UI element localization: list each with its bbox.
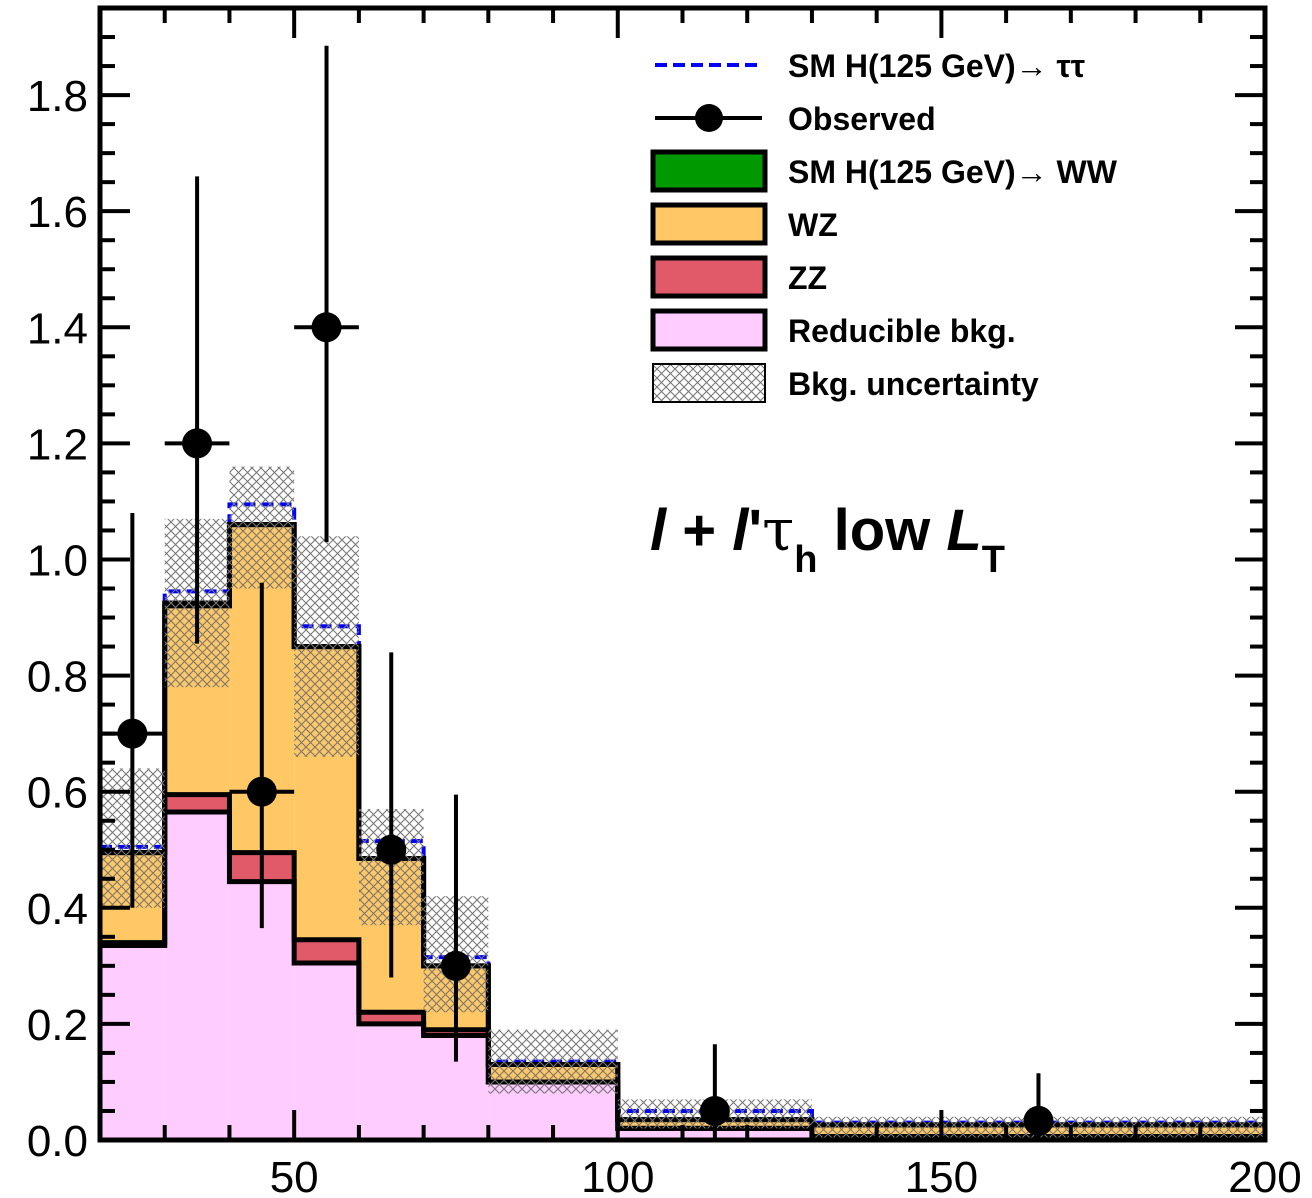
xtick-label: 150 (905, 1153, 978, 1198)
legend-hatch-box (652, 363, 766, 403)
uncertainty-2 (229, 466, 295, 589)
legend-label-0: SM H(125 GeV)→ ττ (788, 48, 1085, 84)
obs-point-6 (699, 1095, 730, 1126)
bar-0-3 (294, 962, 359, 1140)
ytick-label: 0.6 (27, 769, 88, 818)
bar-0-1 (164, 812, 230, 1140)
uncertainty-3 (294, 536, 359, 757)
legend-label-1: Observed (788, 101, 936, 137)
bar-1-4 (358, 1012, 424, 1024)
stack-outline-1 (100, 792, 1265, 1140)
obs-point-5 (440, 950, 471, 981)
bar-1-3 (294, 939, 359, 963)
channel-label: l + l'τh low LT (650, 496, 1005, 581)
ytick-label: 0.0 (27, 1117, 88, 1166)
legend-label-5: Reducible bkg. (788, 313, 1016, 349)
ytick-label: 1.0 (27, 536, 88, 585)
obs-point-0 (117, 718, 148, 749)
legend: SM H(125 GeV)→ ττ Observed SM H(125 GeV)→ … (650, 48, 1118, 403)
ytick-label: 1.4 (27, 304, 88, 353)
obs-point-1 (182, 428, 213, 459)
xtick-label: 200 (1228, 1153, 1301, 1198)
ytick-label: 0.8 (27, 653, 88, 702)
obs-point-7 (1023, 1105, 1054, 1136)
ytick-label: 1.8 (27, 72, 88, 121)
legend-label-3: WZ (788, 207, 838, 243)
legend-box-3 (650, 202, 768, 246)
legend-label-4: ZZ (788, 260, 827, 296)
obs-point-3 (311, 312, 342, 343)
bar-0-0 (100, 945, 165, 1140)
obs-point-4 (376, 834, 407, 865)
stacked-bars (100, 524, 1265, 1140)
bar-0-4 (358, 1023, 424, 1140)
legend-box-2 (650, 149, 768, 193)
xtick-label: 50 (270, 1153, 319, 1198)
legend-box-4 (650, 255, 768, 299)
ytick-label: 1.6 (27, 188, 88, 237)
ytick-label: 0.4 (27, 885, 88, 934)
axis-ticks: 0.0 0.2 0.4 0.6 0.8 1.0 1.2 1.4 1.6 1.8 50 100 150 20… (27, 8, 1302, 1198)
legend-label-6: Bkg. uncertainty (788, 366, 1039, 402)
obs-point-2 (246, 776, 277, 807)
bar-1-1 (164, 794, 230, 813)
xtick-label: 100 (581, 1153, 654, 1198)
legend-marker-dot (695, 104, 723, 132)
ytick-label: 1.2 (27, 420, 88, 469)
legend-box-5 (650, 308, 768, 352)
legend-label-2: SM H(125 GeV)→ WW (788, 154, 1118, 190)
uncertainty-6 (488, 1029, 618, 1094)
observed-data (100, 45, 1054, 1140)
ytick-label: 0.2 (27, 1001, 88, 1050)
